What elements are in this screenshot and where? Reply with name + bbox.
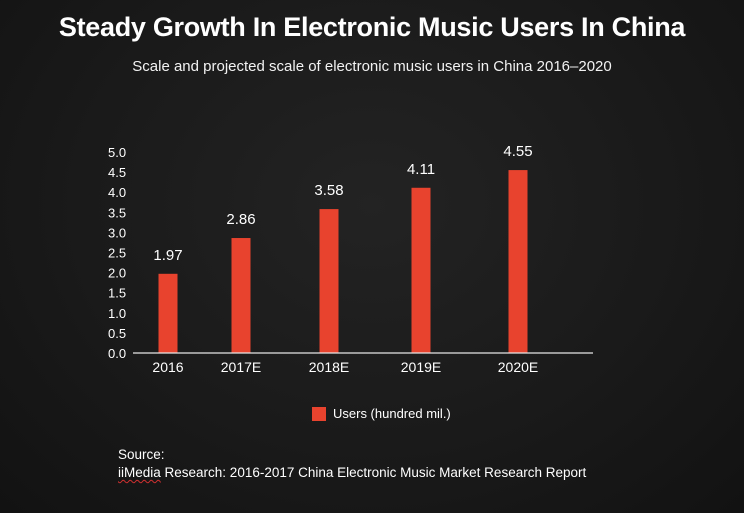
source-org: iiMedia	[118, 465, 161, 480]
x-tick-label: 2016	[152, 359, 183, 375]
data-label: 2.86	[226, 211, 255, 228]
chart-subtitle: Scale and projected scale of electronic …	[132, 58, 612, 75]
data-label: 3.58	[314, 182, 343, 199]
legend-swatch	[312, 406, 326, 421]
x-tick-label: 2018E	[309, 359, 349, 375]
value-labels: 1.97 2.86 3.58 4.11 4.55	[153, 143, 532, 264]
x-tick-label: 2019E	[401, 359, 441, 375]
y-tick-label: 4.5	[108, 165, 126, 180]
x-axis-ticks: 2016 2017E 2018E 2019E 2020E	[152, 359, 538, 375]
x-tick-label: 2017E	[221, 359, 261, 375]
y-tick-label: 1.0	[108, 306, 126, 321]
source-heading: Source:	[118, 447, 165, 462]
bar-2017e	[231, 238, 251, 353]
bar-chart: 0.0 0.5 1.0 1.5 2.0 2.5 3.0 3.5 4.0 4.5 5.0 1.97 2.…	[108, 143, 593, 375]
bar-2019e	[411, 187, 431, 353]
y-axis-ticks: 0.0 0.5 1.0 1.5 2.0 2.5 3.0 3.5 4.0 4.5 5.0	[108, 145, 126, 361]
data-label: 4.55	[503, 143, 532, 160]
source-citation: iiMedia Research: 2016-2017 China Electr…	[118, 464, 586, 482]
y-tick-label: 0.5	[108, 326, 126, 341]
y-tick-label: 3.5	[108, 205, 126, 220]
y-tick-label: 0.0	[108, 346, 126, 361]
data-label: 4.11	[407, 161, 435, 178]
source-note: Source: iiMedia Research: 2016-2017 Chin…	[118, 446, 586, 482]
x-tick-label: 2020E	[498, 359, 538, 375]
bar-2016	[158, 273, 178, 353]
bars	[158, 170, 528, 353]
y-tick-label: 1.5	[108, 286, 126, 301]
y-tick-label: 2.5	[108, 246, 126, 261]
y-tick-label: 3.0	[108, 225, 126, 240]
y-tick-label: 2.0	[108, 266, 126, 281]
legend-label: Users (hundred mil.)	[333, 406, 451, 421]
data-label: 1.97	[153, 247, 182, 264]
source-title: Research: 2016-2017 China Electronic Mus…	[160, 465, 587, 480]
bar-2018e	[319, 209, 339, 353]
chart-title: Steady Growth In Electronic Music Users …	[58, 12, 686, 42]
legend: Users (hundred mil.)	[312, 406, 451, 421]
bar-2020e	[508, 170, 528, 353]
y-tick-label: 5.0	[108, 145, 126, 160]
y-tick-label: 4.0	[108, 185, 126, 200]
